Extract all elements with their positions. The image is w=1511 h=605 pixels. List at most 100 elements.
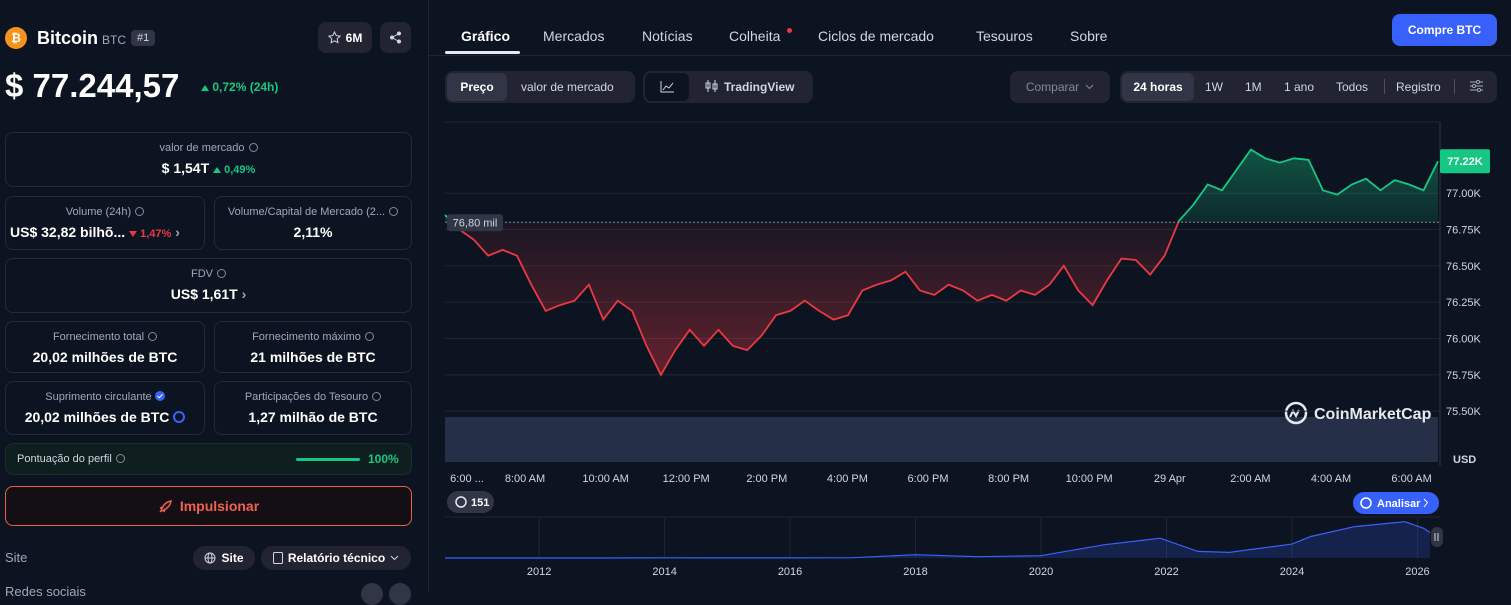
x-tick-label: 29 Apr	[1154, 473, 1186, 485]
tab[interactable]: Notícias	[642, 28, 693, 44]
total-supply-card: Fornecimento total 20,02 milhões de BTC	[5, 321, 205, 373]
fdv-value: US$ 1,61T	[170, 286, 238, 302]
navigator-tick-label: 2018	[903, 566, 927, 578]
analyze-chevron	[1423, 498, 1429, 508]
share-icon	[390, 31, 401, 44]
analyze-button[interactable]	[1353, 492, 1439, 514]
navigator-area	[445, 521, 1430, 558]
boost-button[interactable]: Impulsionar	[5, 486, 412, 526]
watermark	[1284, 401, 1308, 425]
site-text: Site	[221, 551, 244, 565]
volume-ratio-card: Volume/Capital de Mercado (2... 2,11%	[214, 196, 412, 250]
x-tick-label: 2:00 AM	[1230, 473, 1270, 485]
x-tick-label: 2:00 PM	[746, 473, 787, 485]
range-option[interactable]: 1M	[1245, 80, 1262, 94]
info-icon	[217, 269, 226, 278]
x-tick-label: 4:00 PM	[827, 473, 868, 485]
total-supply-value: 20,02 milhões de BTC	[32, 349, 178, 365]
compare-dropdown[interactable]: Comparar	[1010, 71, 1110, 103]
tab[interactable]: Sobre	[1070, 28, 1108, 44]
tab-underline	[445, 51, 520, 54]
divider	[429, 55, 1511, 56]
separator	[1454, 79, 1455, 94]
range-option[interactable]: 24 horas	[1122, 73, 1194, 101]
site-label: Site	[5, 550, 28, 565]
fdv-card[interactable]: FDV US$ 1,61T ›	[5, 258, 412, 313]
navigator-tick-label: 2014	[652, 566, 676, 578]
coin-symbol: BTC	[102, 33, 126, 47]
line-chart-button[interactable]	[645, 73, 689, 101]
price-toggle[interactable]: Preço	[447, 73, 507, 101]
reference-label: 76,80 mil	[453, 217, 498, 229]
verified-icon	[154, 391, 165, 401]
x-tick-label: 12:00 PM	[663, 473, 710, 485]
reference-badge	[447, 214, 503, 232]
profile-bar	[296, 458, 360, 461]
navigator-line	[445, 521, 1431, 559]
x-tick-label: 6:00 PM	[908, 473, 949, 485]
up-arrow	[201, 85, 209, 91]
chart-panel: Gráfico Mercados Notícias Colheita Ciclo…	[429, 0, 1511, 592]
price: $ 77.244,57	[5, 67, 180, 104]
volume-card[interactable]: Volume (24h) US$ 32,82 bilhõ... 1,47% ›	[5, 196, 205, 250]
y-tick-label: 75.50K	[1446, 406, 1482, 418]
price-change: 0,72% (24h)	[201, 80, 278, 94]
navigator-handle[interactable]	[1431, 527, 1443, 547]
candles-icon	[705, 80, 718, 92]
market-cap-change: 0,49%	[224, 164, 256, 176]
treasury-card: Participações do Tesouro 1,27 milhão de …	[214, 381, 412, 435]
events-count: 151	[471, 497, 489, 509]
price-change-text: 0,72% (24h)	[212, 80, 279, 94]
market-cap-value: $ 1,54T	[161, 160, 210, 176]
price-chart: 75.50K 75.75K 76.00K 76.25K 76.50K 76.75K 77.0…	[444, 121, 1490, 578]
svg-text:₿: ₿	[11, 31, 21, 45]
navigator-tick-label: 2012	[527, 566, 551, 578]
tab[interactable]: Ciclos de mercado	[818, 28, 934, 44]
log-toggle[interactable]: Registro	[1396, 80, 1441, 94]
volume-value: US$ 32,82 bilhõ...	[10, 224, 126, 240]
y-tick-label: 76.25K	[1446, 297, 1482, 309]
info-icon	[115, 454, 125, 463]
fdv-label: FDV	[191, 268, 213, 280]
tab[interactable]: Tesouros	[976, 28, 1033, 44]
navigator-tick-label: 2020	[1029, 566, 1053, 578]
info-icon	[248, 143, 258, 152]
share-button[interactable]	[380, 22, 411, 53]
price-area	[445, 149, 1438, 375]
market-cap-card: valor de mercado $ 1,54T 0,49%	[5, 132, 412, 187]
y-tick-label: 77.00K	[1446, 188, 1482, 200]
y-tick-label: 76.75K	[1446, 225, 1482, 237]
volume-ratio-value: 2,11%	[293, 224, 333, 240]
range-option[interactable]: 1 ano	[1284, 80, 1315, 94]
range-option[interactable]: Todos	[1336, 80, 1369, 94]
axis-unit: USD	[1453, 454, 1476, 466]
current-price-badge	[1440, 149, 1490, 174]
tradingview-toggle[interactable]: TradingView	[724, 80, 795, 94]
separator	[1384, 79, 1385, 94]
max-supply-card: Fornecimento máximo 21 milhões de BTC	[214, 321, 412, 373]
circulating-card: Suprimento circulante 20,02 milhões de B…	[5, 381, 205, 435]
site-button[interactable]: Site	[193, 546, 255, 570]
profile-label: Pontuação do perfil	[17, 453, 112, 465]
tab[interactable]: Mercados	[543, 28, 605, 44]
buy-button[interactable]: Compre BTC	[1392, 14, 1497, 46]
profile-value: 100%	[368, 452, 399, 466]
range-option[interactable]: 1W	[1205, 80, 1223, 94]
y-tick-label: 76.00K	[1446, 333, 1482, 345]
x-tick-label: 8:00 PM	[988, 473, 1029, 485]
market-cap-toggle[interactable]: valor de mercado	[521, 80, 614, 94]
navigator-tick-label: 2022	[1154, 566, 1178, 578]
settings-icon[interactable]	[1470, 80, 1483, 92]
x-tick-label: 6:00 AM	[1391, 473, 1431, 485]
rocket-icon	[159, 500, 172, 513]
tab[interactable]: Colheita	[729, 28, 781, 44]
down-arrow	[129, 231, 138, 237]
tab[interactable]: Gráfico	[461, 28, 511, 44]
watchlist-button[interactable]: 6M	[318, 22, 372, 53]
x-tick-label: 10:00 AM	[582, 473, 628, 485]
market-cap-label: valor de mercado	[159, 142, 245, 154]
circulating-value: 20,02 milhões de BTC	[24, 409, 170, 425]
coin-name: Bitcoin	[37, 28, 98, 48]
x-tick-label: 4:00 AM	[1311, 473, 1351, 485]
whitepaper-button[interactable]: Relatório técnico	[261, 546, 411, 570]
